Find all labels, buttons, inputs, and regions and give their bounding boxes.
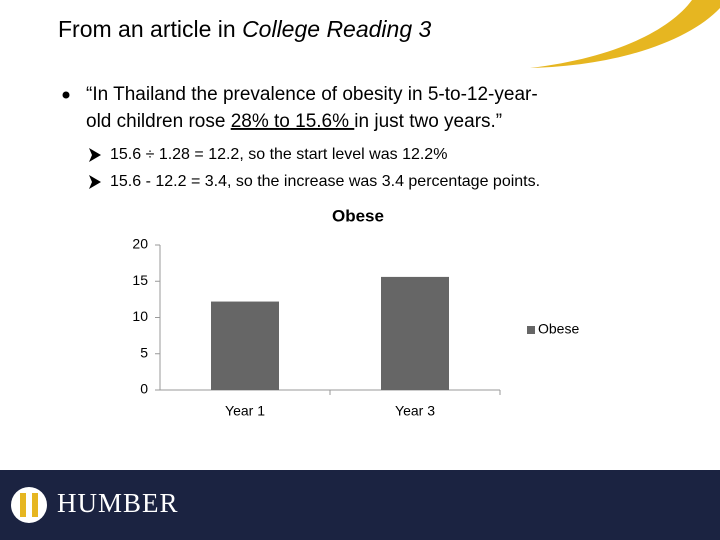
x-tick-label: Year 3 (395, 403, 435, 419)
chart: 0 5 10 15 20 Year 1 Year 3 Obese (132, 236, 579, 419)
legend-swatch (527, 326, 535, 334)
bullet-dot (62, 91, 70, 99)
y-tick-label: 20 (132, 236, 148, 252)
logo-text: HUMBER (57, 488, 179, 518)
y-tick-label: 10 (132, 308, 148, 324)
bar (381, 276, 449, 390)
legend-label: Obese (538, 321, 579, 337)
chart-title: Obese (332, 206, 384, 225)
y-tick-label: 15 (132, 272, 148, 288)
title-italic: College Reading 3 (242, 16, 431, 42)
y-tick-label: 0 (140, 381, 148, 397)
x-tick-label: Year 1 (225, 403, 265, 419)
arrow-bullet (89, 175, 101, 189)
sub-bullet: 15.6 ÷ 1.28 = 12.2, so the start level w… (110, 146, 447, 163)
y-tick-label: 5 (140, 344, 148, 360)
logo-mark-inner (20, 493, 38, 517)
title-text: From an article in (58, 16, 242, 42)
bar (211, 301, 279, 390)
bullet-line: “In Thailand the prevalence of obesity i… (86, 84, 538, 105)
footer-bar (0, 470, 720, 540)
bullet-text: in just two years.” (354, 111, 502, 132)
bullet-line: old children rose 28% to 15.6% in just t… (86, 111, 502, 132)
sub-bullet: 15.6 - 12.2 = 3.4, so the increase was 3… (110, 173, 540, 190)
bullet-text: old children rose (86, 111, 231, 132)
bullet-underlined: 28% to 15.6% (231, 111, 355, 132)
logo-mark (11, 487, 47, 523)
swoosh (530, 0, 720, 68)
arrow-bullet (89, 148, 101, 162)
slide-title: From an article in College Reading 3 (58, 16, 432, 42)
